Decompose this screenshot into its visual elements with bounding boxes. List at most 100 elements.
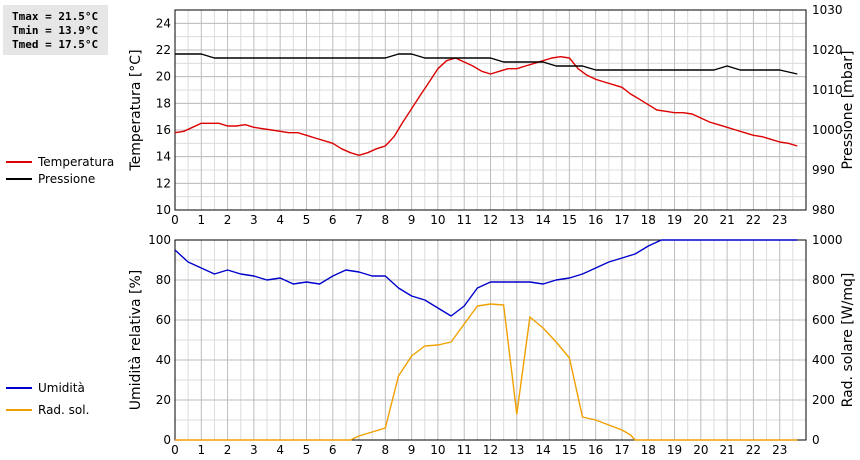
x-tick-label: 5 xyxy=(303,213,311,227)
x-tick-label: 17 xyxy=(614,443,629,457)
plot-frame xyxy=(174,9,807,211)
legend-swatch-pressure xyxy=(6,178,32,180)
y-tick-label-left: 20 xyxy=(156,70,171,84)
x-tick-label: 8 xyxy=(382,213,390,227)
x-tick-label: 3 xyxy=(250,443,258,457)
legend-item-temperature: Temperatura xyxy=(6,155,114,169)
y-tick-label-left: 24 xyxy=(156,16,171,30)
y-tick-label-right: 800 xyxy=(812,273,835,287)
x-tick-label: 12 xyxy=(483,443,498,457)
y-tick-label-left: 18 xyxy=(156,96,171,110)
x-tick-label: 18 xyxy=(641,443,656,457)
x-tick-label: 8 xyxy=(382,443,390,457)
x-tick-label: 16 xyxy=(588,443,603,457)
x-tick-label: 14 xyxy=(535,443,550,457)
legend-item-pressure: Pressione xyxy=(6,172,95,186)
legend-swatch-temperature xyxy=(6,161,32,163)
x-tick-label: 12 xyxy=(483,213,498,227)
x-tick-label: 21 xyxy=(719,213,734,227)
legend-label-solar: Rad. sol. xyxy=(38,403,90,417)
y-tick-label-left: 0 xyxy=(163,433,171,447)
y-tick-label-left: 40 xyxy=(156,353,171,367)
x-tick-label: 17 xyxy=(614,213,629,227)
y-tick-label-right: 200 xyxy=(812,393,835,407)
y-tick-label-left: 12 xyxy=(156,176,171,190)
x-tick-label: 2 xyxy=(224,443,232,457)
plot-frame xyxy=(174,239,807,441)
x-tick-label: 11 xyxy=(457,213,472,227)
y-tick-label-left: 60 xyxy=(156,313,171,327)
y-tick-label-left: 22 xyxy=(156,43,171,57)
x-tick-label: 0 xyxy=(171,213,179,227)
x-tick-label: 2 xyxy=(224,213,232,227)
y-tick-label-right: 600 xyxy=(812,313,835,327)
y-axis-title-left: Temperatura [°C] xyxy=(128,49,144,171)
y-tick-label-right: 1030 xyxy=(812,3,843,17)
x-tick-label: 3 xyxy=(250,213,258,227)
y-tick-label-right: 980 xyxy=(812,203,835,217)
y-axis-title-left: Umidità relativa [%] xyxy=(128,270,144,411)
y-tick-label-left: 14 xyxy=(156,150,171,164)
y-tick-label-left: 16 xyxy=(156,123,171,137)
legend-label-temperature: Temperatura xyxy=(38,155,115,169)
x-tick-label: 16 xyxy=(588,213,603,227)
y-tick-label-left: 80 xyxy=(156,273,171,287)
series-line-umidit xyxy=(174,239,798,317)
x-tick-label: 23 xyxy=(772,213,787,227)
x-tick-label: 10 xyxy=(430,213,445,227)
series-line-temperatura xyxy=(174,56,798,157)
y-tick-label-right: 1000 xyxy=(812,123,843,137)
x-tick-label: 9 xyxy=(408,213,416,227)
x-tick-label: 20 xyxy=(693,213,708,227)
x-tick-label: 15 xyxy=(562,213,577,227)
x-tick-label: 0 xyxy=(171,443,179,457)
x-tick-label: 7 xyxy=(355,213,363,227)
x-tick-label: 4 xyxy=(276,443,284,457)
x-tick-label: 10 xyxy=(430,443,445,457)
x-tick-label: 5 xyxy=(303,443,311,457)
x-tick-label: 13 xyxy=(509,443,524,457)
stat-tmax: Tmax = 21.5°C xyxy=(12,10,99,23)
x-tick-label: 1 xyxy=(197,443,205,457)
x-tick-label: 20 xyxy=(693,443,708,457)
x-tick-label: 22 xyxy=(746,443,761,457)
y-tick-label-left: 100 xyxy=(148,233,171,247)
y-tick-label-left: 20 xyxy=(156,393,171,407)
x-tick-label: 21 xyxy=(719,443,734,457)
x-tick-label: 6 xyxy=(329,443,337,457)
x-tick-label: 14 xyxy=(535,213,550,227)
stat-tmin: Tmin = 13.9°C xyxy=(12,24,99,37)
y-tick-label-right: 1000 xyxy=(812,233,843,247)
y-tick-label-right: 1010 xyxy=(812,83,843,97)
x-tick-label: 9 xyxy=(408,443,416,457)
x-tick-label: 23 xyxy=(772,443,787,457)
series-line-rad-sol xyxy=(175,303,798,441)
x-tick-label: 19 xyxy=(667,443,682,457)
y-tick-label-left: 10 xyxy=(156,203,171,217)
y-tick-label-right: 990 xyxy=(812,163,835,177)
x-tick-label: 4 xyxy=(276,213,284,227)
x-tick-label: 6 xyxy=(329,213,337,227)
x-tick-label: 13 xyxy=(509,213,524,227)
y-tick-label-right: 1020 xyxy=(812,43,843,57)
legend-item-humidity: Umidità xyxy=(6,381,85,395)
x-tick-label: 7 xyxy=(355,443,363,457)
legend-label-pressure: Pressione xyxy=(38,172,96,186)
x-tick-label: 11 xyxy=(457,443,472,457)
x-tick-label: 18 xyxy=(641,213,656,227)
legend-item-solar: Rad. sol. xyxy=(6,403,89,417)
y-tick-label-right: 400 xyxy=(812,353,835,367)
legend-label-humidity: Umidità xyxy=(38,381,85,395)
legend-swatch-humidity xyxy=(6,387,32,389)
stat-tmed: Tmed = 17.5°C xyxy=(12,38,99,51)
legend-swatch-solar xyxy=(6,409,32,411)
x-tick-label: 1 xyxy=(197,213,205,227)
y-tick-label-right: 0 xyxy=(812,433,820,447)
y-axis-title-right: Pressione [mbar] xyxy=(840,50,856,169)
stats-box: Tmax = 21.5°C Tmin = 13.9°C Tmed = 17.5°… xyxy=(3,5,108,55)
y-axis-title-right: Rad. solare [W/mq] xyxy=(840,273,856,408)
series-line-pressione xyxy=(175,53,798,75)
x-tick-label: 22 xyxy=(746,213,761,227)
x-tick-label: 19 xyxy=(667,213,682,227)
